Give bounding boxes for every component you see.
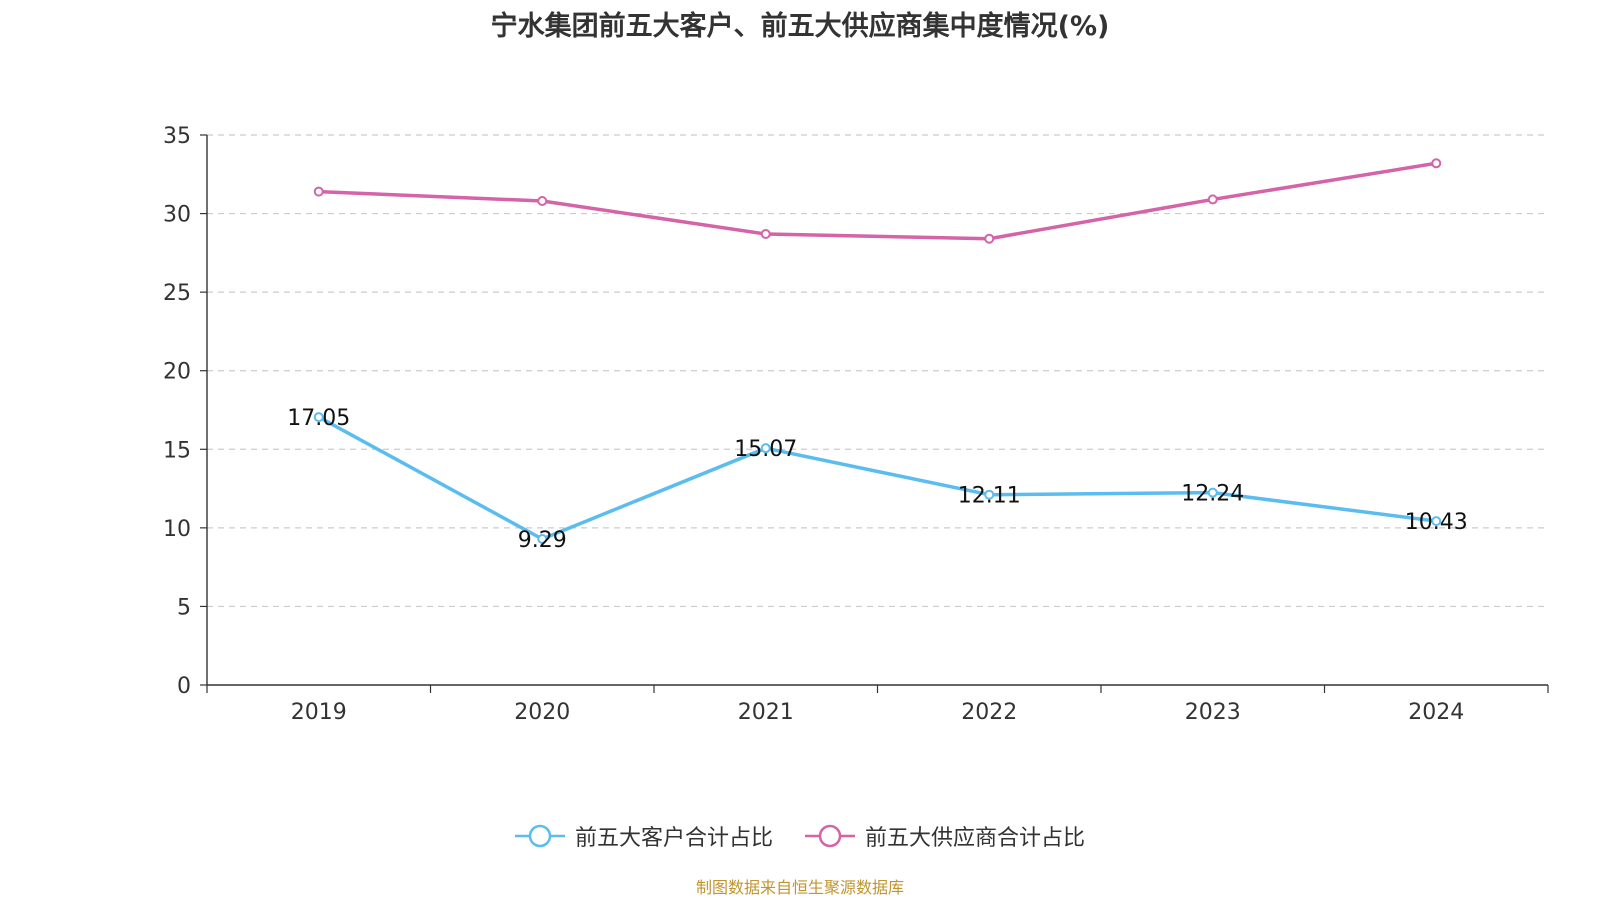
series-line-2: [318, 161, 1437, 241]
data-point: [313, 186, 324, 197]
data-label: 12.11: [958, 484, 1021, 509]
y-tick-label: 15: [163, 438, 191, 463]
y-tick-label: 30: [163, 203, 191, 228]
data-point: [537, 534, 548, 545]
data-label: 9.29: [518, 528, 567, 553]
data-point: [313, 412, 324, 423]
axes: 0 5 10 15 20 25 30 35 2019 2020 2021 2022 2023 2024: [163, 124, 1549, 725]
y-tick-label: 0: [177, 674, 191, 699]
data-point: [984, 233, 995, 244]
x-tick-label: 2022: [961, 700, 1017, 725]
x-tick-label: 2024: [1408, 700, 1464, 725]
legend-marker-icon: [514, 824, 565, 848]
x-tick-label: 2019: [291, 700, 347, 725]
series-line-1: [317, 415, 1437, 541]
legend: 前五大客户合计占比 前五大供应商合计占比: [0, 820, 1600, 852]
data-label: 12.24: [1181, 482, 1244, 507]
chart-title: 宁水集团前五大客户、前五大供应商集中度情况(%): [490, 11, 1110, 42]
data-point: [760, 443, 771, 454]
legend-marker-icon: [805, 824, 855, 848]
data-label: 10.43: [1405, 510, 1468, 535]
data-point: [1431, 158, 1442, 169]
x-tick-label: 2023: [1185, 700, 1241, 725]
y-tick-label: 10: [163, 517, 191, 542]
data-point: [1207, 487, 1218, 498]
y-tick-label: 20: [163, 360, 191, 385]
series-lines: [313, 158, 1442, 545]
data-point: [1207, 194, 1218, 205]
legend-item[interactable]: 前五大供应商合计占比: [805, 820, 1085, 852]
y-tick-label: 25: [163, 281, 191, 306]
data-point: [537, 196, 548, 206]
legend-label: 前五大供应商合计占比: [865, 826, 1086, 851]
data-label: 15.07: [734, 437, 797, 462]
data-point: [760, 229, 771, 239]
y-tick-label: 35: [163, 124, 191, 149]
data-label: 17.05: [287, 406, 350, 431]
legend-label: 前五大客户合计占比: [574, 826, 773, 851]
data-point: [984, 489, 995, 500]
y-tick-label: 5: [177, 595, 191, 620]
data-labels: 17.05 9.29 15.07 12.11 12.24 10.43: [287, 406, 1467, 553]
grid-lines: [207, 134, 1548, 608]
data-point: [1431, 516, 1442, 527]
legend-item[interactable]: 前五大客户合计占比: [514, 820, 773, 852]
x-tick-label: 2020: [514, 700, 570, 725]
source-note: 制图数据来自恒生聚源数据库: [695, 878, 904, 897]
x-tick-label: 2021: [738, 700, 794, 725]
